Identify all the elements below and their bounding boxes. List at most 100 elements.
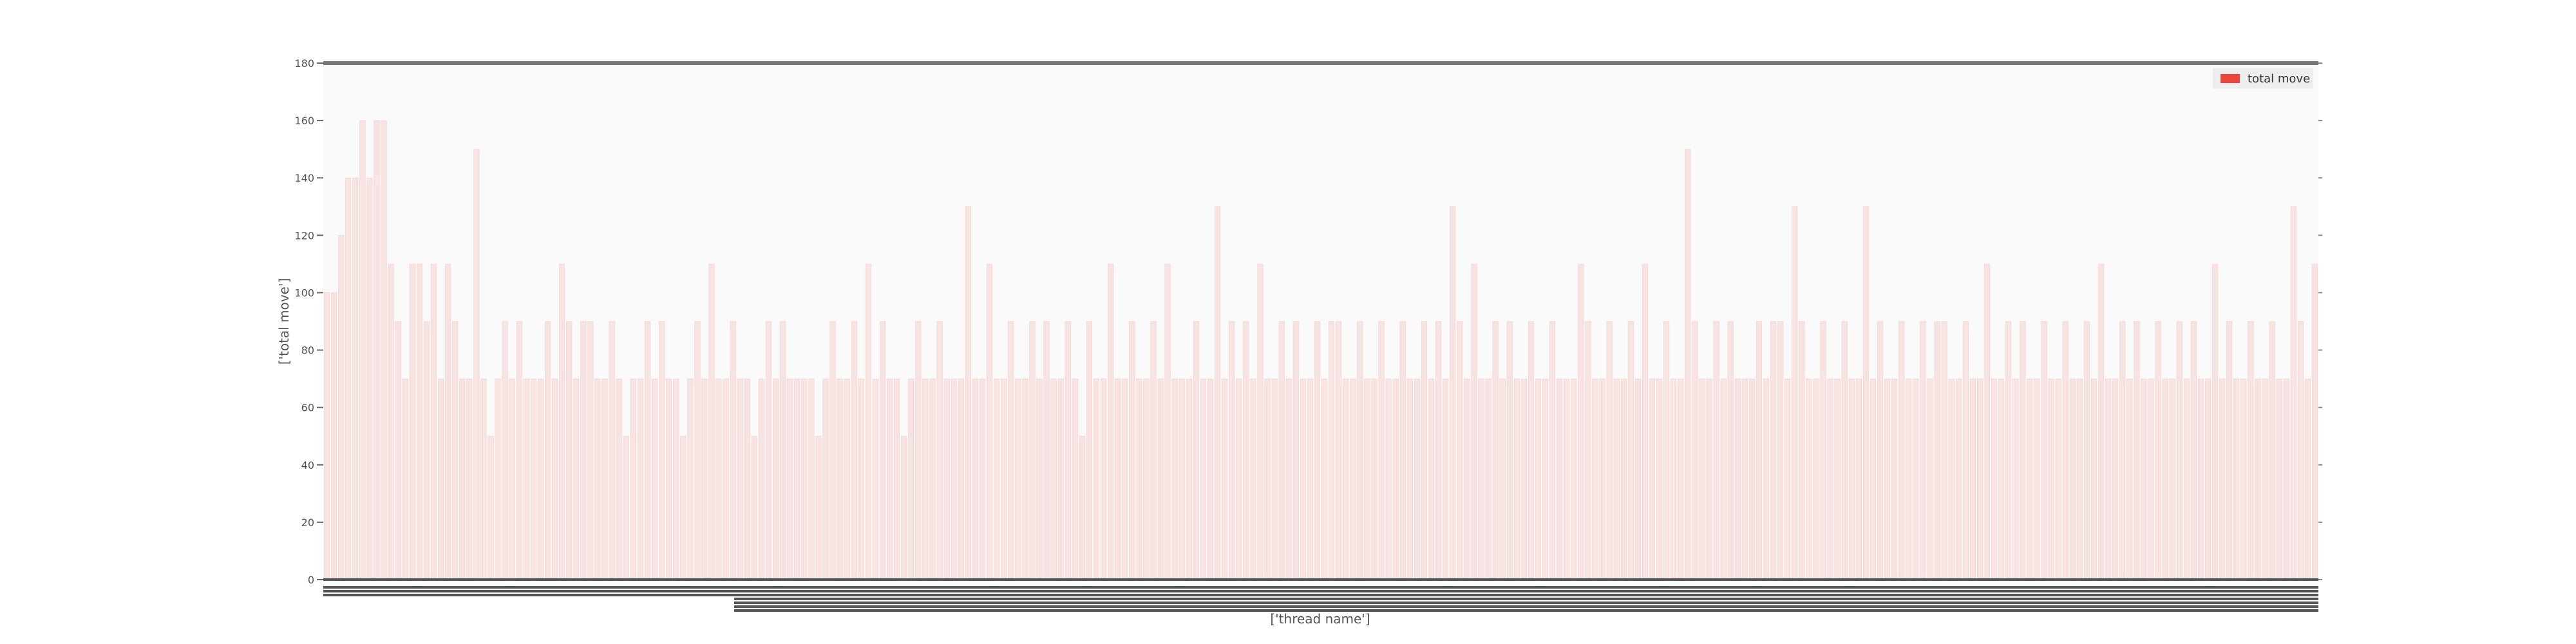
bar — [2190, 321, 2197, 580]
bar — [1307, 378, 1314, 580]
bar — [701, 378, 708, 580]
bar — [1748, 378, 1756, 580]
bar — [2204, 378, 2211, 580]
bar — [2069, 378, 2076, 580]
bar — [1257, 263, 1264, 580]
bar — [616, 378, 622, 580]
bar — [1072, 378, 1078, 580]
bar — [979, 378, 986, 580]
bar — [1043, 321, 1050, 580]
bar — [1285, 378, 1292, 580]
bar — [1741, 378, 1748, 580]
bar — [1606, 321, 1613, 580]
bar — [1065, 321, 1071, 580]
bar — [922, 378, 929, 580]
y-tick-label: 140 — [294, 172, 314, 184]
bar — [1057, 378, 1064, 580]
bar — [366, 177, 373, 580]
bar — [2304, 378, 2311, 580]
bar — [2169, 378, 2175, 580]
bar — [1193, 321, 1199, 580]
bar — [2062, 321, 2069, 580]
bar — [1685, 149, 1691, 580]
bar — [858, 378, 864, 580]
bar — [687, 378, 694, 580]
bar — [1855, 378, 1862, 580]
y-tick-label: 0 — [308, 574, 314, 586]
plot-background — [323, 63, 2318, 580]
bar — [1613, 378, 1620, 580]
bar — [1115, 378, 1121, 580]
bar — [1093, 378, 1100, 580]
bar — [2269, 321, 2275, 580]
bar — [523, 378, 529, 580]
bar — [1763, 378, 1770, 580]
bar — [1207, 378, 1214, 580]
bar — [1243, 321, 1249, 580]
bar — [402, 378, 408, 580]
bar — [1927, 378, 1933, 580]
bar — [1734, 378, 1741, 580]
bar — [1678, 378, 1684, 580]
bar — [1385, 378, 1392, 580]
bar — [594, 378, 601, 580]
bar — [1834, 378, 1841, 580]
bar — [1457, 321, 1463, 580]
legend-swatch — [2221, 74, 2240, 83]
bar — [1264, 378, 1271, 580]
bar — [2126, 378, 2133, 580]
bar — [1150, 321, 1157, 580]
bar — [530, 378, 537, 580]
bar — [986, 263, 993, 580]
bar — [1022, 378, 1028, 580]
bar — [601, 378, 608, 580]
bar — [1542, 378, 1549, 580]
bar — [2055, 378, 2061, 580]
bar — [359, 120, 366, 580]
bar — [2012, 378, 2019, 580]
bar — [1620, 378, 1627, 580]
bar — [1399, 321, 1406, 580]
bar — [1336, 321, 1342, 580]
bar — [2048, 378, 2054, 580]
bar — [1792, 206, 1798, 580]
bar — [2105, 378, 2112, 580]
bar — [844, 378, 850, 580]
bar — [1663, 321, 1670, 580]
bar — [2219, 378, 2226, 580]
bar — [1357, 321, 1363, 580]
bar — [2141, 378, 2147, 580]
bar — [751, 435, 757, 580]
bar — [516, 321, 522, 580]
bar — [1214, 206, 1221, 580]
bar — [758, 378, 765, 580]
bar — [1806, 378, 1812, 580]
bar — [1941, 321, 1947, 580]
bar — [1414, 378, 1420, 580]
bar — [551, 378, 558, 580]
bar — [1343, 378, 1349, 580]
bar — [1513, 378, 1520, 580]
bar — [851, 321, 857, 580]
bar — [559, 263, 565, 580]
bar — [1713, 321, 1719, 580]
bar — [345, 177, 352, 580]
bar — [2226, 321, 2233, 580]
bar — [1727, 321, 1734, 580]
bar — [1364, 378, 1370, 580]
bar — [972, 378, 978, 580]
bar — [1506, 321, 1513, 580]
bar — [837, 378, 843, 580]
bar — [694, 321, 701, 580]
bar — [544, 321, 551, 580]
bar — [801, 378, 808, 580]
bar — [637, 378, 643, 580]
bar — [2148, 378, 2154, 580]
bar — [1236, 378, 1242, 580]
bar — [2083, 321, 2090, 580]
bar — [459, 378, 466, 580]
bar — [958, 378, 964, 580]
bar — [502, 321, 508, 580]
bar — [1656, 378, 1663, 580]
